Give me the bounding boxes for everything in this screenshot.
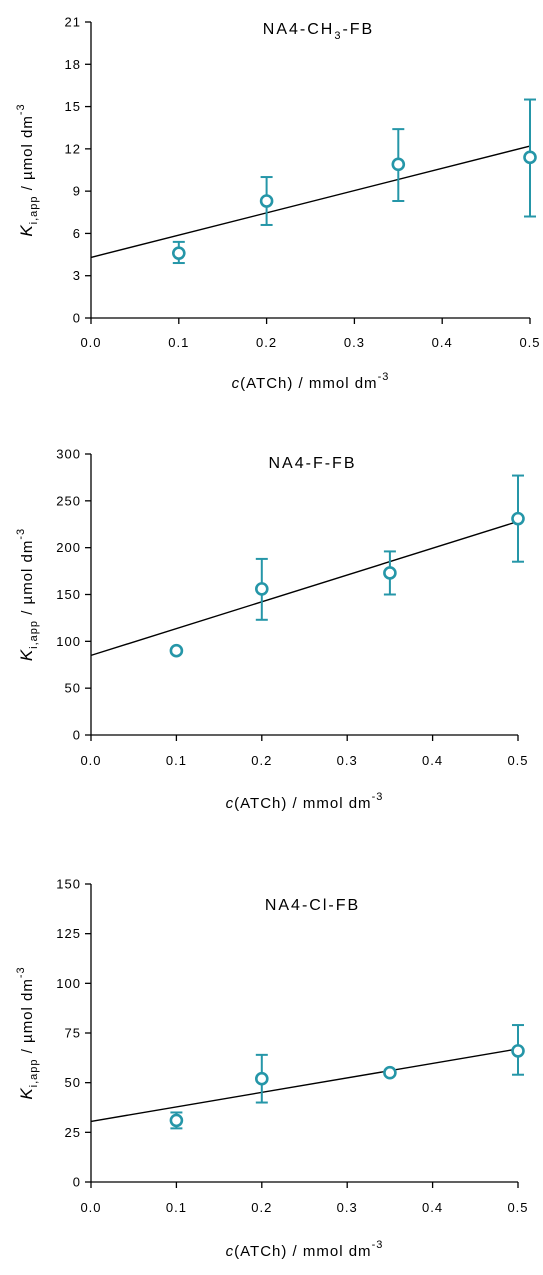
y-axis-label-main: / µmol dm [19,978,36,1058]
x-tick-label: 0.0 [80,1200,101,1215]
y-tick-label: 300 [56,447,81,462]
x-tick-label: 0.0 [80,335,101,350]
chart-title-main: NA4-CH [263,21,335,38]
x-axis-label-main: (ATCh) / mmol dm [234,1243,371,1260]
chart-title-sub: 3 [334,30,342,42]
x-axis-label-main: (ATCh) / mmol dm [234,795,371,812]
chart-title-suffix: -FB [342,21,374,38]
x-tick-label: 0.5 [507,1200,528,1215]
y-axis-label-sup: -3 [15,528,27,540]
data-point [169,643,184,658]
data-point [383,566,397,580]
x-tick-label: 0.3 [337,753,358,768]
y-tick-label: 50 [65,681,81,696]
x-tick-label: 0.1 [168,335,189,350]
y-tick-label: 150 [56,587,81,602]
x-axis-label: c(ATCh) / mmol dm-3 [226,1239,384,1260]
x-tick-label: 0.2 [256,335,277,350]
data-point [391,157,406,172]
x-axis-label: c(ATCh) / mmol dm-3 [232,371,390,392]
y-axis-label: Ki,app / µmol dm-3 [15,103,40,236]
y-tick-label: 21 [65,15,81,30]
y-axis-label-sub: i,app [28,195,40,224]
x-tick-label: 0.5 [519,335,540,350]
x-axis-label-italic: c [226,795,235,812]
y-tick-label: 15 [65,99,81,114]
x-axis-label-sup: -3 [372,791,384,803]
x-tick-label: 0.2 [251,753,272,768]
y-tick-label: 100 [56,634,81,649]
chart-title: NA4-Cl-FB [265,897,360,914]
y-axis-label-main: / µmol dm [19,115,36,195]
data-point [172,246,186,260]
y-tick-label: 0 [73,728,81,743]
x-axis-label-sup: -3 [372,1239,384,1251]
chart-title: NA4-F-FB [269,455,357,472]
x-tick-label: 0.1 [166,753,187,768]
y-tick-label: 25 [65,1125,81,1140]
x-tick-label: 0.5 [507,753,528,768]
chart-panel-ch3: 0 3 6 9 12 15 18 21 0.0 0.1 0.2 0.3 0.4 0.5 NA4-CH3-FB… [0,0,543,400]
x-tick-label: 0.3 [344,335,365,350]
data-point [169,1113,184,1128]
y-tick-label: 75 [65,1026,81,1041]
chart-panel-f: 0 50 100 150 200 250 300 0.0 0.1 0.2 0.3 0.4 0.5 NA4-… [0,400,543,813]
y-axis-label-italic: K [17,1087,36,1099]
y-tick-label: 200 [56,540,81,555]
data-point [254,582,269,596]
x-axis-label-italic: c [226,1243,235,1260]
data-point [523,150,537,165]
x-tick-label: 0.1 [166,1200,187,1215]
x-tick-label: 0.4 [422,1200,443,1215]
x-tick-label: 0.4 [432,335,453,350]
chart-panel-cl: 0 25 50 75 100 125 150 0.0 0.1 0.2 0.3 0.4 0.5 NA4-Cl… [0,860,543,1275]
x-tick-label: 0.2 [251,1200,272,1215]
data-point [511,511,525,526]
y-tick-label: 3 [73,268,81,283]
chart-cl-svg: 0 25 50 75 100 125 150 0.0 0.1 0.2 0.3 0.4 0.5 NA4-Cl… [15,877,528,1261]
y-tick-label: 12 [65,141,81,156]
y-axis-label-sup: -3 [15,966,27,978]
y-tick-label: 125 [56,926,81,941]
x-axis-label-sup: -3 [378,371,390,383]
y-tick-label: 100 [56,976,81,991]
chart-f-svg: 0 50 100 150 200 250 300 0.0 0.1 0.2 0.3 0.4 0.5 NA4-… [15,447,528,813]
y-tick-label: 0 [73,311,81,326]
x-tick-label: 0.4 [422,753,443,768]
chart-title-main: NA4-F-FB [269,455,357,472]
fit-line [90,1048,519,1123]
fit-line [90,145,531,259]
chart-title: NA4-CH3-FB [263,21,374,42]
data-point [383,1065,397,1080]
y-tick-label: 18 [65,57,81,72]
y-tick-label: 250 [56,493,81,508]
y-axis-label-main: / µmol dm [19,540,36,620]
y-axis-label-italic: K [17,224,36,236]
x-axis-label-italic: c [232,375,241,392]
data-point [511,1044,525,1058]
y-axis-label-sup: -3 [15,103,27,115]
y-axis-label: Ki,app / µmol dm-3 [15,966,40,1099]
y-tick-label: 0 [73,1175,81,1190]
data-point [259,194,274,208]
y-axis-label-sub: i,app [28,620,40,649]
y-axis-label: Ki,app / µmol dm-3 [15,528,40,661]
x-tick-label: 0.0 [80,753,101,768]
y-tick-label: 150 [56,877,81,892]
chart-title-main: NA4-Cl-FB [265,897,360,914]
x-axis-label: c(ATCh) / mmol dm-3 [226,791,384,812]
data-point [254,1071,269,1086]
y-tick-label: 50 [65,1075,81,1090]
y-tick-label: 6 [73,226,81,241]
y-axis-label-sub: i,app [28,1058,40,1087]
x-axis-label-main: (ATCh) / mmol dm [240,375,377,392]
y-axis-label-italic: K [17,649,36,661]
x-tick-label: 0.3 [337,1200,358,1215]
y-tick-label: 9 [73,184,81,199]
fit-line [90,520,519,657]
